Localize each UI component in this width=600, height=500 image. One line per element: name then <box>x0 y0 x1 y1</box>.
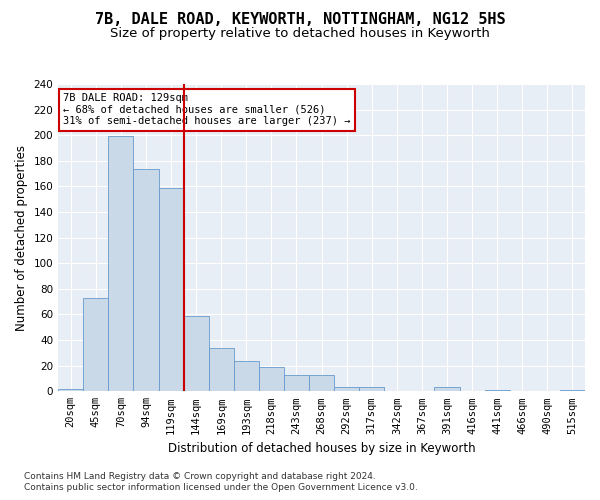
Bar <box>58 388 83 392</box>
Bar <box>259 367 284 392</box>
Bar <box>109 136 133 392</box>
Text: Contains public sector information licensed under the Open Government Licence v3: Contains public sector information licen… <box>24 484 418 492</box>
Bar <box>284 374 309 392</box>
Text: Size of property relative to detached houses in Keyworth: Size of property relative to detached ho… <box>110 28 490 40</box>
Bar <box>560 390 585 392</box>
Bar <box>234 360 259 392</box>
Bar <box>434 388 460 392</box>
Bar <box>359 388 385 392</box>
Text: 7B DALE ROAD: 129sqm
← 68% of detached houses are smaller (526)
31% of semi-deta: 7B DALE ROAD: 129sqm ← 68% of detached h… <box>64 93 351 126</box>
X-axis label: Distribution of detached houses by size in Keyworth: Distribution of detached houses by size … <box>168 442 475 455</box>
Bar <box>83 298 109 392</box>
Y-axis label: Number of detached properties: Number of detached properties <box>15 144 28 330</box>
Bar <box>158 188 184 392</box>
Bar <box>184 316 209 392</box>
Bar <box>334 388 359 392</box>
Bar <box>485 390 510 392</box>
Text: Contains HM Land Registry data © Crown copyright and database right 2024.: Contains HM Land Registry data © Crown c… <box>24 472 376 481</box>
Bar <box>133 168 158 392</box>
Text: 7B, DALE ROAD, KEYWORTH, NOTTINGHAM, NG12 5HS: 7B, DALE ROAD, KEYWORTH, NOTTINGHAM, NG1… <box>95 12 505 28</box>
Bar <box>209 348 234 392</box>
Bar <box>309 374 334 392</box>
